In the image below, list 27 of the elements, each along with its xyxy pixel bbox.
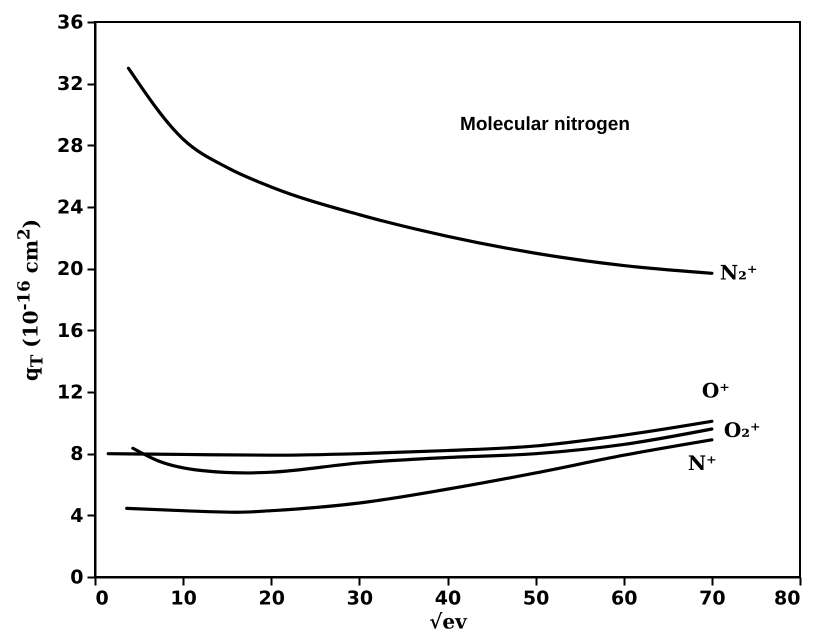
y-tick-label: 32 (57, 73, 84, 96)
y-tick-label: 16 (57, 320, 84, 342)
y-tick-label: 4 (70, 504, 84, 527)
line-series (126, 66, 714, 275)
y-tick-label: 12 (57, 382, 84, 404)
series-label: O⁺ (702, 378, 730, 402)
y-tick-label: 36 (57, 12, 84, 34)
annotation: Molecular nitrogen (460, 114, 630, 135)
y-tick-label: 20 (57, 258, 84, 280)
series-label: O₂⁺ (724, 418, 761, 442)
x-axis-title: √ev (429, 610, 468, 634)
series-label: N⁺ (688, 450, 717, 475)
x-tick-label: 20 (258, 588, 285, 610)
x-tick-label: 0 (96, 588, 109, 610)
series-label: N₂⁺ (720, 260, 758, 284)
x-tick-label: 30 (346, 588, 374, 610)
x-tick-label: 80 (774, 588, 800, 610)
x-tick-label: 60 (611, 588, 638, 610)
y-tick-label: 24 (57, 196, 84, 218)
x-tick-label: 70 (699, 588, 726, 610)
x-tick-label: 50 (522, 588, 550, 610)
x-tick-label: 10 (170, 588, 197, 610)
line-series (125, 438, 714, 514)
y-tick-label: 8 (70, 443, 84, 466)
y-tick-label: 0 (70, 566, 84, 588)
y-tick-label: 28 (57, 134, 84, 157)
x-tick-label: 40 (434, 588, 462, 610)
